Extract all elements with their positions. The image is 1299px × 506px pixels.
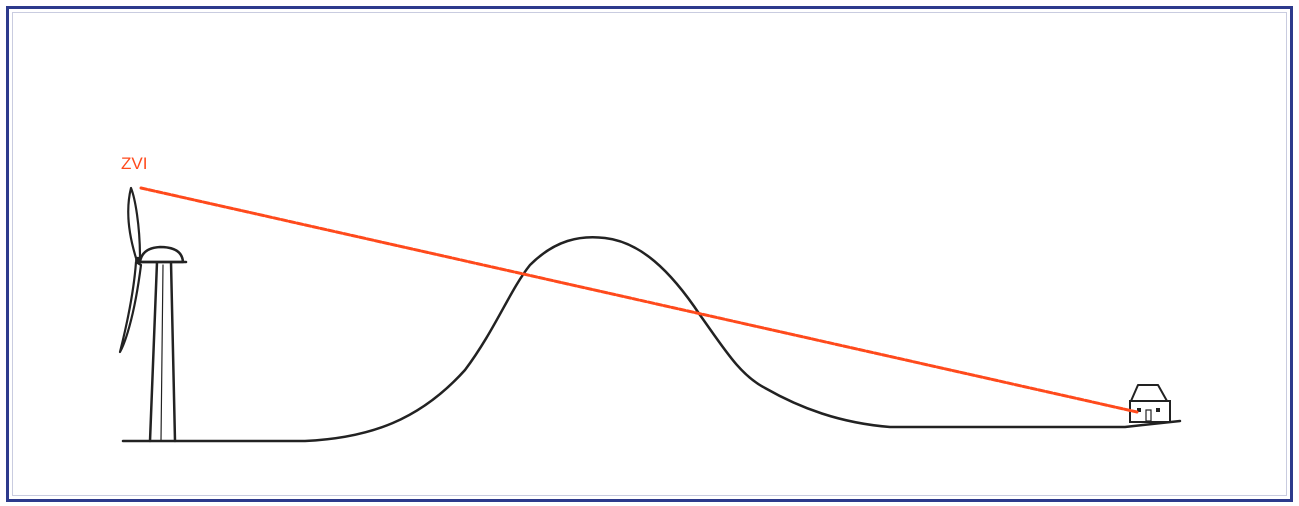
terrain-profile [121, 236, 1182, 443]
line-of-sight [139, 186, 1139, 414]
turbine-nacelle [138, 245, 185, 264]
turbine-tower-inner [160, 264, 164, 442]
turbine-hub [135, 257, 141, 263]
turbine-blade-upper [127, 186, 142, 260]
house-window-right [1156, 408, 1160, 412]
house-window-left [1137, 408, 1141, 412]
house-roof [1130, 384, 1168, 402]
house-door [1145, 409, 1152, 422]
house [1129, 384, 1171, 423]
turbine-tower [148, 260, 177, 443]
wind-turbine [118, 186, 188, 443]
sightline-label: ZVI [121, 154, 147, 173]
turbine-blade-lower [118, 260, 143, 354]
diagram-frame [6, 6, 1293, 502]
